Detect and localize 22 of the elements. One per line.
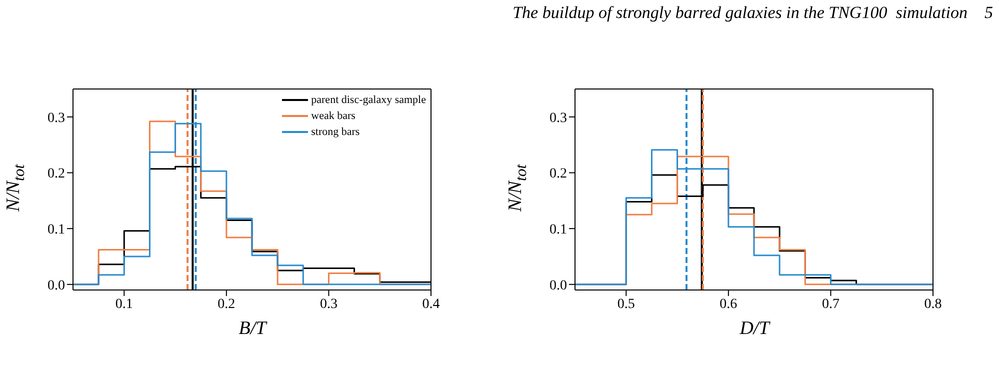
legend-label: parent disc-galaxy sample bbox=[311, 93, 426, 108]
x-tick-label: 0.4 bbox=[422, 296, 440, 312]
x-axis-title: D/T bbox=[738, 318, 772, 340]
y-tick-label: 0.3 bbox=[550, 110, 567, 126]
x-tick-label: 0.3 bbox=[320, 296, 338, 312]
y-tick-label: 0.2 bbox=[48, 166, 65, 182]
x-axis-title: B/T bbox=[238, 318, 268, 340]
y-tick-label: 0.1 bbox=[550, 222, 567, 238]
legend-label: strong bars bbox=[311, 125, 360, 140]
x-tick-label: 0.6 bbox=[720, 296, 738, 312]
y-tick-label: 0.3 bbox=[48, 110, 65, 126]
x-tick-label: 0.8 bbox=[924, 296, 942, 312]
y-tick-label: 0.0 bbox=[550, 278, 567, 294]
text: The buildup of strongly barred galaxies in the TNG100 simulation 5 bbox=[512, 3, 993, 23]
y-tick-label: 0.2 bbox=[550, 166, 567, 182]
x-tick-label: 0.2 bbox=[218, 296, 236, 312]
y-tick-label: 0.1 bbox=[48, 222, 65, 238]
legend-label: weak bars bbox=[311, 109, 356, 124]
y-tick-label: 0.0 bbox=[48, 278, 65, 294]
x-tick-label: 0.7 bbox=[822, 296, 840, 312]
x-tick-label: 0.5 bbox=[617, 296, 635, 312]
x-tick-label: 0.1 bbox=[115, 296, 133, 312]
